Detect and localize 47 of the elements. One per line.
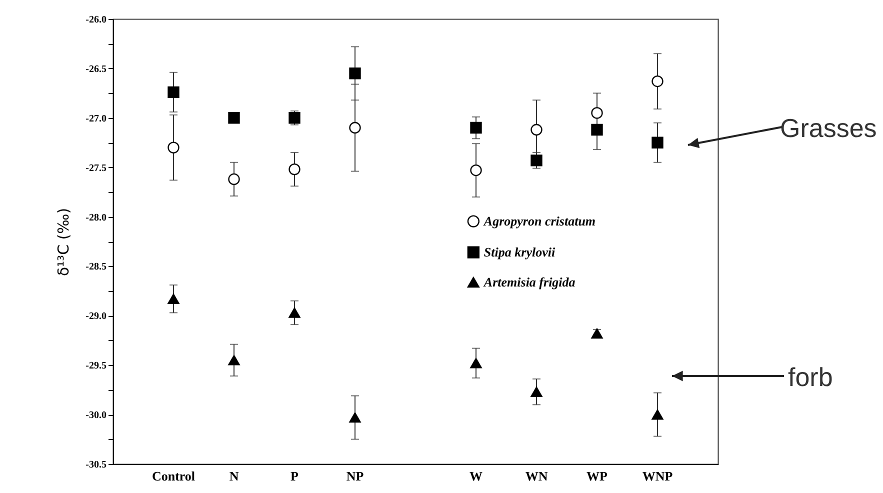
point (530, 124, 542, 136)
point (591, 124, 603, 136)
point (591, 107, 603, 119)
y-tick-label: -30.5 (86, 460, 106, 470)
y-tick-label: -29.0 (86, 311, 106, 322)
y-tick-label: -28.5 (86, 262, 106, 273)
point (168, 142, 180, 154)
point (470, 358, 482, 368)
point (168, 86, 180, 98)
x-tick-label: Control (152, 468, 196, 484)
point (470, 122, 482, 134)
text: forb (788, 362, 833, 393)
y-tick-label: -28.0 (86, 212, 106, 224)
point (349, 68, 361, 80)
y-tick-label: -26.0 (86, 14, 106, 26)
point (349, 122, 361, 134)
legend-label: Agropyron cristatum (482, 213, 596, 228)
x-tick-label: P (290, 468, 299, 484)
point (228, 355, 240, 366)
point (530, 154, 542, 166)
y-tick-label: -30.0 (86, 410, 106, 422)
y-tick-label: -27.5 (86, 162, 106, 174)
point (591, 328, 603, 339)
point (530, 386, 542, 397)
point (168, 294, 180, 304)
point (652, 75, 664, 88)
point (349, 412, 361, 423)
x-tick-label: WN (525, 468, 548, 484)
x-tick-label: WP (586, 468, 608, 484)
x-tick-label: W (470, 468, 482, 484)
y-tick-label: -27.0 (86, 113, 106, 124)
point (652, 136, 664, 148)
y-tick-label: -29.5 (86, 360, 106, 372)
point (288, 308, 300, 318)
x-tick-label: WNP (642, 468, 673, 484)
point (470, 164, 482, 176)
text: Grasses (780, 113, 877, 144)
legend-label: Artemisia frigida (482, 274, 576, 290)
point (228, 173, 240, 186)
point (228, 112, 240, 124)
point (288, 163, 300, 176)
x-tick-label: N (229, 468, 240, 484)
point (652, 409, 664, 420)
y-tick-label: -26.5 (86, 64, 106, 75)
legend-label: Stipa krylovii (484, 244, 556, 260)
x-tick-label: NP (346, 468, 364, 484)
y-axis-title: δ¹³C (‰) (54, 208, 73, 276)
